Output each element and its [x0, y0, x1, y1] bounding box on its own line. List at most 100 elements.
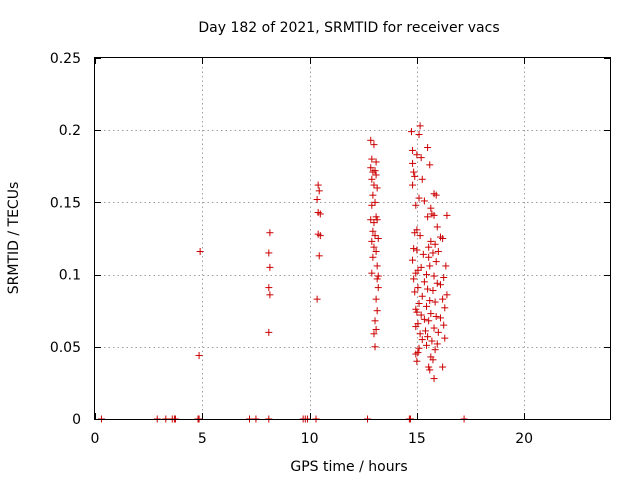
data-point: [418, 175, 426, 183]
data-point: [408, 128, 416, 136]
data-point: [441, 334, 449, 342]
data-point: [417, 154, 425, 162]
data-point: [196, 247, 204, 255]
data-point: [415, 299, 423, 307]
data-point: [432, 191, 440, 199]
data-point: [423, 341, 431, 349]
data-point: [374, 284, 382, 292]
data-point: [417, 311, 425, 319]
data-point: [434, 247, 442, 255]
data-point: [431, 346, 439, 354]
plot-frame: [94, 57, 611, 420]
data-point: [370, 330, 378, 338]
data-point: [411, 229, 419, 237]
data-point: [374, 272, 382, 280]
data-point: [370, 219, 378, 227]
data-point: [433, 279, 441, 287]
data-point: [368, 269, 376, 277]
data-point: [411, 288, 419, 296]
data-point: [426, 262, 434, 270]
data-point: [426, 366, 434, 374]
grid-lines: [95, 58, 610, 419]
data-point: [420, 315, 428, 323]
data-point: [430, 324, 438, 332]
data-point: [436, 314, 444, 322]
data-point: [373, 262, 381, 270]
data-point: [414, 284, 422, 292]
data-point: [427, 310, 435, 318]
data-point: [441, 304, 449, 312]
data-point: [265, 284, 273, 292]
data-point: [367, 136, 375, 144]
data-point: [426, 161, 434, 169]
data-point: [430, 211, 438, 219]
data-point: [313, 196, 321, 204]
data-point: [373, 275, 381, 283]
y-tick-label: 0.25: [50, 51, 81, 67]
data-point: [413, 357, 421, 365]
chart-title: Day 182 of 2021, SRMTID for receiver vac…: [198, 20, 499, 36]
data-point: [416, 122, 424, 130]
data-point: [369, 227, 377, 235]
data-point: [410, 168, 418, 176]
data-point: [373, 216, 381, 224]
data-point: [371, 232, 379, 240]
data-point: [411, 172, 419, 180]
data-point: [425, 253, 433, 261]
data-point: [424, 285, 432, 293]
data-point: [412, 323, 420, 331]
data-point: [370, 141, 378, 149]
data-point: [315, 187, 323, 195]
x-tick-label: 15: [408, 431, 426, 447]
data-point: [265, 249, 273, 257]
data-point: [409, 256, 417, 264]
data-point: [442, 262, 450, 270]
data-point: [369, 191, 377, 199]
y-tick-label: 0: [72, 412, 81, 428]
data-point: [410, 275, 418, 283]
data-point: [370, 181, 378, 189]
data-point: [431, 298, 439, 306]
data-point: [423, 302, 431, 310]
data-point: [413, 308, 421, 316]
data-point: [412, 201, 420, 209]
data-point: [368, 201, 376, 209]
data-point: [425, 363, 433, 371]
data-point: [372, 295, 380, 303]
data-point: [417, 263, 425, 271]
data-point: [371, 167, 379, 175]
data-point: [426, 297, 434, 305]
data-point: [413, 246, 421, 254]
y-tick-label: 0.1: [59, 268, 81, 284]
data-point: [429, 249, 437, 257]
data-point: [368, 175, 376, 183]
data-point: [433, 340, 441, 348]
data-point: [374, 235, 382, 242]
data-point: [427, 237, 435, 245]
data-point: [412, 350, 420, 358]
data-point: [421, 327, 429, 335]
data-point: [432, 258, 440, 266]
data-point: [439, 363, 447, 371]
data-points: [97, 122, 468, 423]
data-point: [372, 158, 380, 166]
data-point: [314, 181, 322, 189]
data-point: [436, 281, 444, 289]
data-point: [372, 325, 380, 333]
data-point: [316, 232, 324, 240]
data-point: [368, 155, 376, 163]
data-point: [420, 197, 428, 205]
data-point: [429, 286, 437, 294]
x-tick-label: 20: [515, 431, 533, 447]
data-point: [425, 243, 433, 251]
data-point: [424, 144, 432, 152]
data-point: [431, 240, 439, 248]
y-tick-label: 0.05: [50, 340, 81, 356]
data-point: [419, 250, 427, 258]
y-tick-labels: 0 0.05 0.1 0.15 0.2 0.25: [50, 51, 81, 428]
data-point: [430, 375, 438, 383]
data-point: [415, 131, 423, 139]
x-axis-label: GPS time / hours: [290, 459, 407, 475]
data-point: [418, 336, 426, 344]
